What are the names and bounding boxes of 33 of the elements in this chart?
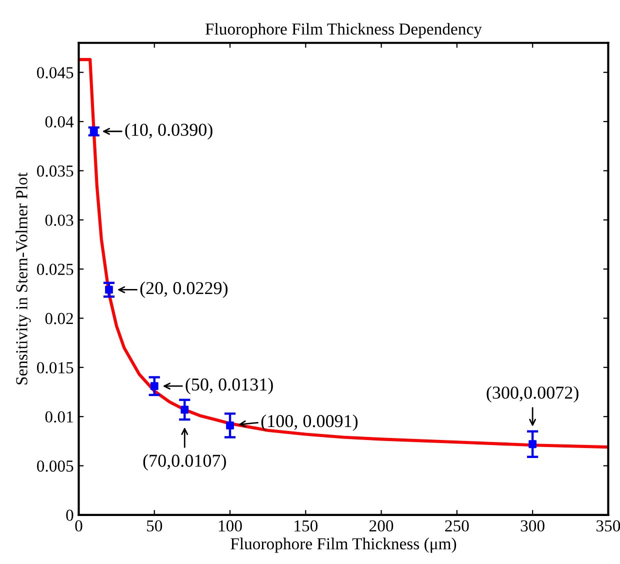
x-tick-label: 250	[445, 520, 469, 532]
y-tick-label: 0.02	[45, 312, 73, 324]
point	[150, 382, 158, 390]
x-tick-label: 100	[218, 520, 242, 532]
y-axis-title: Sensitivity in Stern-Volmer Plot	[16, 172, 31, 384]
y-tick-label: 0	[66, 510, 74, 521]
line-series	[78, 58, 608, 449]
annotation: (100, 0.0091)	[261, 414, 358, 431]
chart-title: Fluorophore Film Thickness Dependency	[205, 22, 482, 38]
point	[528, 440, 537, 448]
annotation: (20, 0.0229)	[140, 282, 228, 298]
y-tick-label: 0.01	[45, 411, 73, 423]
point	[180, 406, 189, 414]
y-tick-label: 0.04	[45, 116, 74, 128]
x-tick-label: 350	[596, 520, 620, 532]
y-tick-label: 0.03	[45, 214, 74, 226]
y-tick-label: 0.025	[37, 264, 74, 276]
x-tick-label: 0	[75, 520, 82, 532]
annotation: (70,0.0107)	[143, 454, 226, 471]
y-tick-label: 0.045	[37, 67, 74, 78]
y-tick-label: 0.035	[37, 165, 74, 177]
point	[105, 286, 113, 294]
y-tick-label: 0.005	[37, 460, 74, 472]
x-axis-title: Fluorophore Film Thickness (μm)	[230, 538, 456, 553]
x-tick-label: 200	[370, 520, 394, 532]
annotation: (50, 0.0131)	[186, 378, 273, 394]
x-tick-label: 150	[294, 520, 318, 532]
annotation: (300,0.0072)	[486, 386, 578, 402]
x-tick-label: 50	[147, 520, 162, 532]
y-tick-label: 0.015	[37, 362, 74, 374]
point	[226, 421, 234, 430]
annotation: (10, 0.0390)	[125, 123, 212, 140]
x-tick-label: 300	[520, 520, 544, 532]
